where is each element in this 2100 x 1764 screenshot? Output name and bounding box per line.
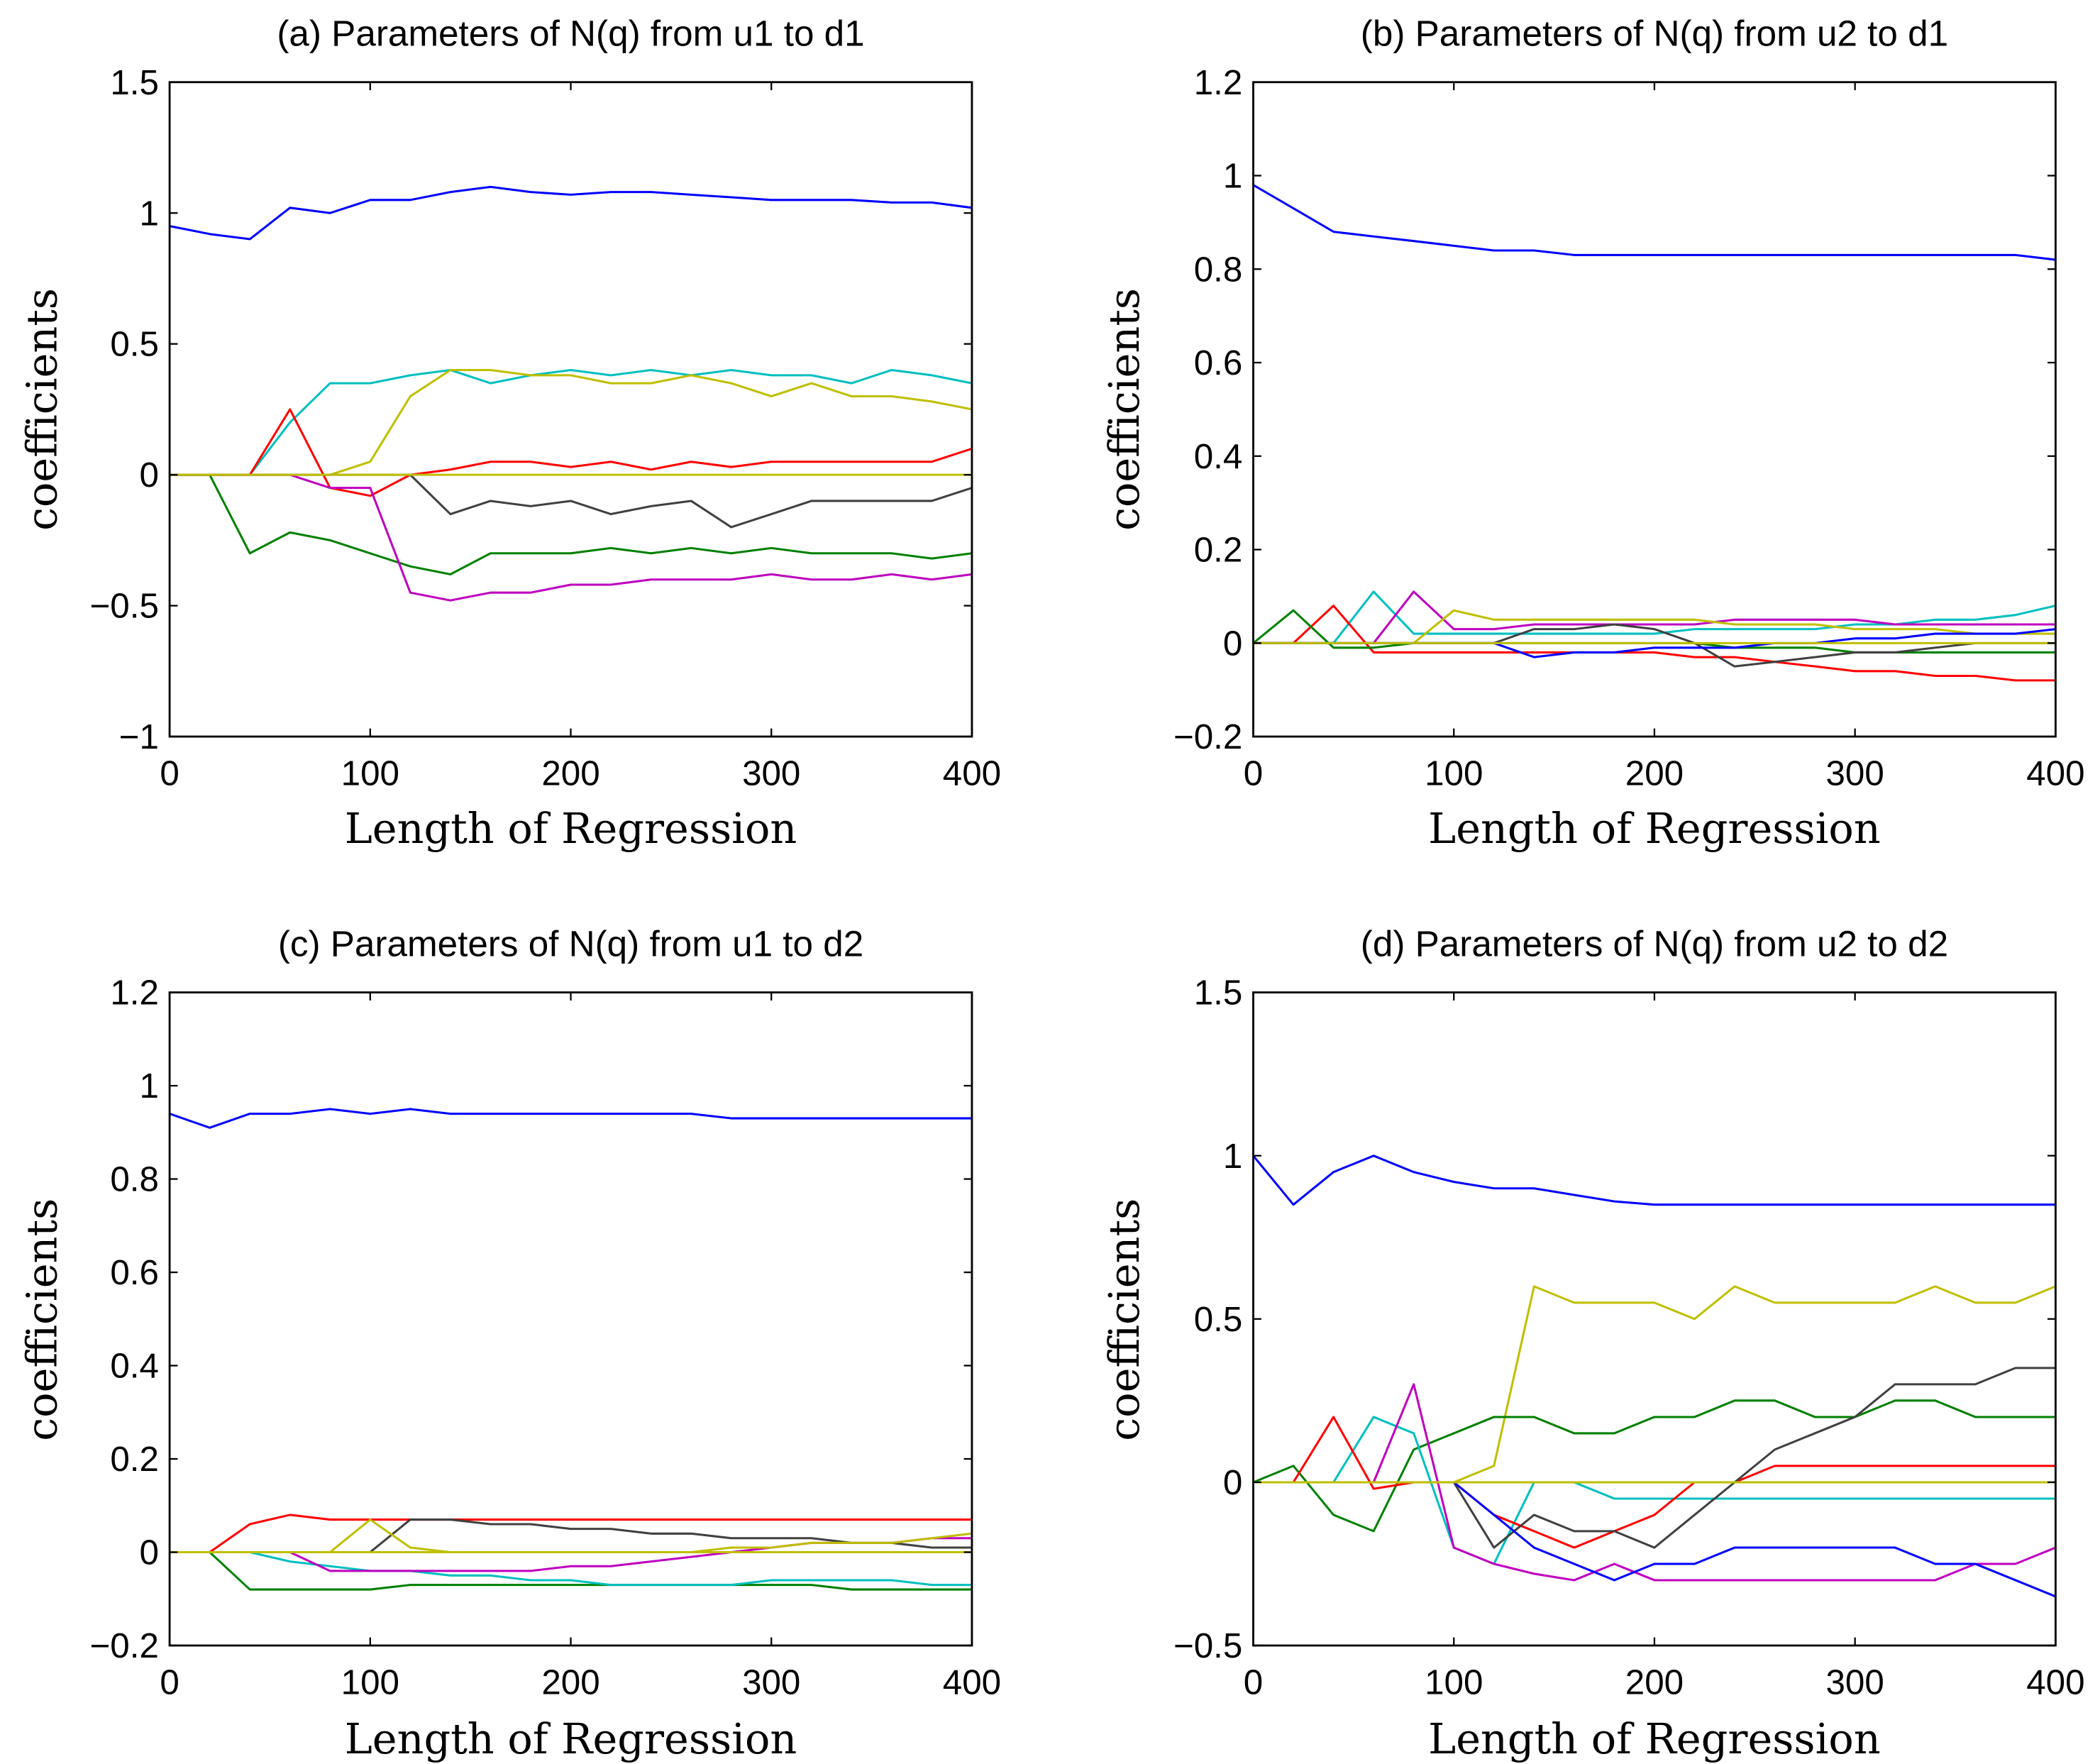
x-tick-label: 0 [1244, 754, 1263, 793]
x-tick-label: 100 [341, 1663, 399, 1702]
y-tick-label: 0.2 [1194, 531, 1243, 570]
y-axis-label: coefficients [18, 288, 67, 531]
series-line-magenta [1253, 590, 2056, 644]
series-line-magenta [1253, 1383, 2056, 1582]
panel-a: (a) Parameters of N(q) from u1 to d1 Len… [18, 13, 1001, 853]
series-line-red [170, 1514, 972, 1554]
series-line-blue [169, 1108, 972, 1129]
y-tick-label: 0.8 [110, 1160, 159, 1199]
series-line-blue [169, 185, 973, 241]
x-tick-label: 200 [1625, 1663, 1684, 1702]
series-line-yellow [170, 1518, 973, 1554]
plot-area: 0 100 200 300 400−0.500.511.5 [1173, 974, 2085, 1702]
y-tick-label: 1.2 [1194, 63, 1243, 102]
y-tick-label: 0.5 [110, 325, 159, 364]
y-tick-label: 0.8 [1194, 250, 1243, 289]
chart-title: (a) Parameters of N(q) from u1 to d1 [277, 13, 864, 54]
x-tick-label: 0 [160, 754, 179, 793]
y-tick-label: 0 [1223, 624, 1242, 663]
y-tick-label: 0.6 [1194, 343, 1243, 382]
axes-box [168, 991, 973, 1647]
y-tick-label: 1 [1223, 1137, 1242, 1176]
y-tick-label: 1.2 [110, 974, 159, 1013]
x-tick-label: 300 [742, 1663, 800, 1702]
plot-area: 0 100 200 300 400−0.200.20.40.60.811.2 [1173, 63, 2085, 793]
x-axis-label: Length of Regression [345, 1714, 797, 1763]
x-tick-label: 400 [2026, 754, 2084, 793]
y-tick-label: −0.2 [90, 1626, 159, 1665]
series-line-cyan [170, 368, 973, 476]
panel-c: (c) Parameters of N(q) from u1 to d2 Len… [18, 923, 1001, 1763]
series-line-red [1253, 605, 2056, 682]
series-line-green [170, 473, 973, 575]
series-line-green [1252, 1399, 2056, 1533]
x-axis-label: Length of Regression [1428, 1714, 1881, 1763]
x-tick-label: 200 [541, 1663, 599, 1702]
series-line-green [170, 1550, 972, 1591]
series-line-blue [1252, 1154, 2056, 1206]
x-tick-label: 0 [160, 1663, 179, 1702]
x-tick-label: 300 [1826, 754, 1884, 793]
chart-title: (d) Parameters of N(q) from u2 to d2 [1361, 923, 1948, 964]
y-tick-label: −0.5 [1173, 1626, 1242, 1665]
y-tick-label: 0 [139, 456, 158, 495]
chart-title: (c) Parameters of N(q) from u1 to d2 [278, 923, 863, 964]
series-line-red [170, 408, 973, 497]
y-tick-label: 0 [139, 1533, 158, 1572]
x-tick-label: 300 [1826, 1663, 1884, 1702]
series-line-gray [1253, 623, 2056, 668]
series-line-red [1253, 1416, 2056, 1549]
x-tick-label: 100 [1425, 754, 1483, 793]
x-tick-label: 400 [943, 754, 1001, 793]
series-line-cyan [1253, 1416, 2056, 1565]
axes-box [1252, 81, 2057, 738]
x-tick-label: 400 [943, 1663, 1001, 1702]
plot-area: 0 100 200 300 400−0.200.20.40.60.811.2 [90, 974, 1002, 1702]
y-tick-label: 1 [1223, 157, 1242, 196]
y-tick-label: 1 [139, 1066, 158, 1106]
chart-title: (b) Parameters of N(q) from u2 to d1 [1361, 13, 1948, 54]
series-line-green [1252, 609, 2056, 654]
y-tick-label: −1 [119, 717, 159, 756]
series-line-gray [170, 1518, 972, 1554]
x-tick-label: 200 [541, 754, 599, 793]
series-line-gray [1253, 1367, 2056, 1549]
series-line-magenta [170, 473, 973, 602]
y-tick-label: 1.5 [110, 63, 159, 102]
y-tick-label: 0.5 [1194, 1300, 1243, 1339]
series-line-yellow [1253, 609, 2056, 644]
x-tick-label: 100 [1425, 1663, 1483, 1702]
y-tick-label: −0.5 [90, 587, 159, 626]
series-line-cyan [170, 1550, 972, 1587]
x-axis-label: Length of Regression [345, 804, 797, 853]
y-tick-label: 1 [139, 194, 158, 233]
y-axis-label: coefficients [1100, 1198, 1149, 1441]
y-tick-label: 0.4 [110, 1347, 159, 1386]
y-axis-label: coefficients [18, 1198, 67, 1441]
x-tick-label: 0 [1244, 1663, 1263, 1702]
x-tick-label: 100 [341, 754, 399, 793]
x-tick-label: 200 [1625, 754, 1684, 793]
y-tick-label: 1.5 [1194, 974, 1243, 1013]
y-axis-label: coefficients [1100, 288, 1149, 531]
x-axis-label: Length of Regression [1428, 804, 1881, 853]
y-tick-label: −0.2 [1173, 717, 1242, 756]
y-tick-label: 0 [1223, 1463, 1242, 1502]
plot-area: 0 100 200 300 400 −1 −0.5 0 0.5 1 1.5 [90, 63, 1002, 793]
x-tick-label: 300 [742, 754, 800, 793]
y-tick-label: 0.2 [110, 1440, 159, 1479]
series-line-cyan [1253, 590, 2056, 644]
y-tick-label: 0.4 [1194, 437, 1243, 476]
series-line-blue [1252, 184, 2056, 261]
series-line-gray [170, 473, 973, 529]
x-tick-label: 400 [2026, 1663, 2084, 1702]
panel-b: (b) Parameters of N(q) from u2 to d1 Len… [1100, 13, 2084, 853]
panel-d: (d) Parameters of N(q) from u2 to d2 Len… [1100, 923, 2084, 1763]
y-tick-label: 0.6 [110, 1253, 159, 1292]
